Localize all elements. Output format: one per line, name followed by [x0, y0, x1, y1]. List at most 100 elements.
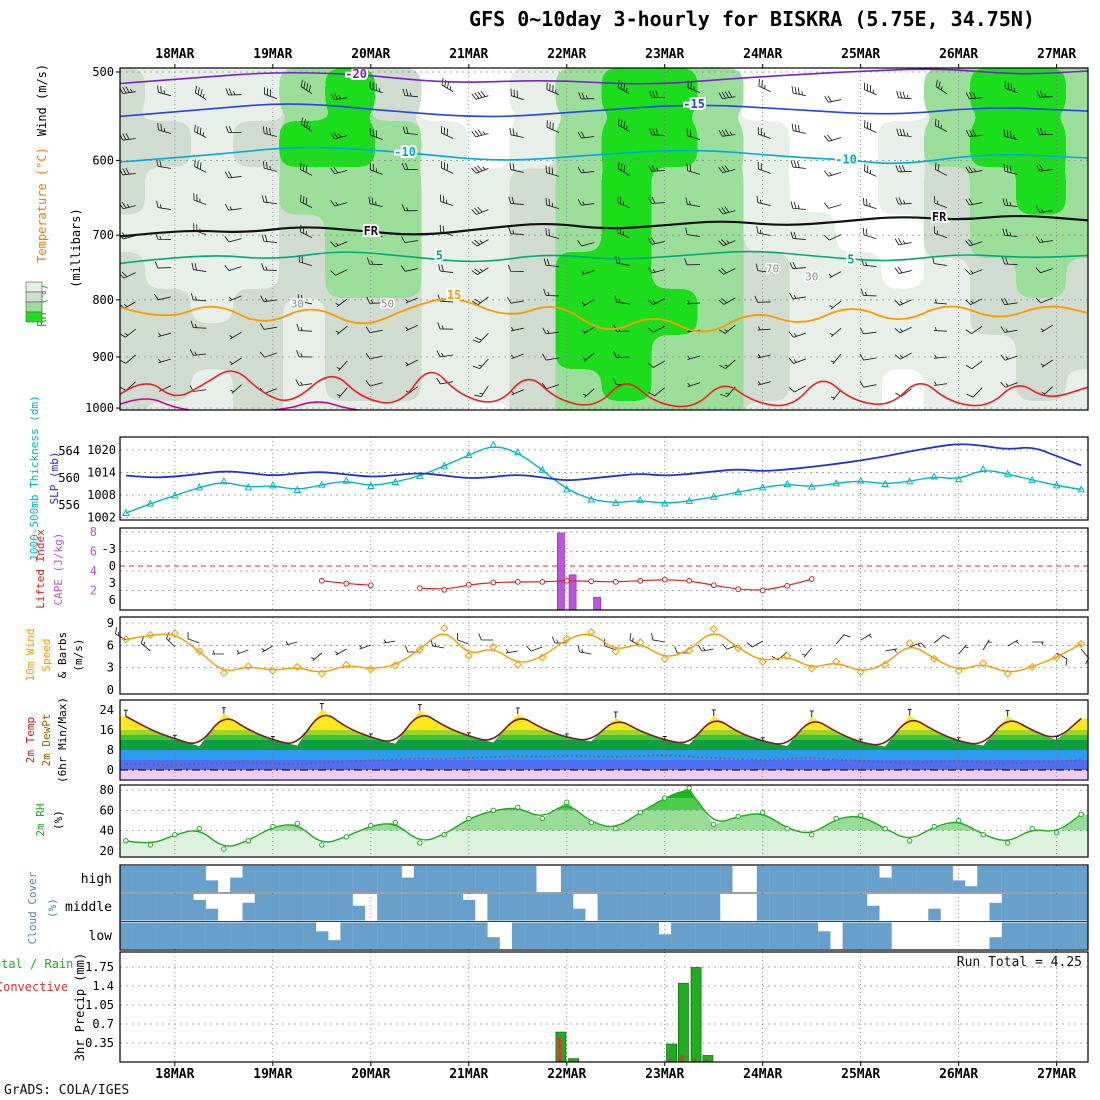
marker-triangle [1077, 485, 1085, 493]
chart-title: GFS 0~10day 3-hourly for BISKRA (5.75E, … [469, 7, 1035, 31]
wind-barb [120, 167, 136, 176]
rh-cell [601, 168, 652, 215]
barb-strokes [647, 360, 665, 368]
wind-barb [790, 201, 806, 211]
wind-barb [965, 91, 983, 100]
barb-strokes [439, 194, 454, 207]
wind-barb [718, 239, 736, 247]
rh-cell [693, 168, 744, 215]
barb-strokes [335, 298, 348, 308]
wind-barb [648, 196, 665, 204]
rh-tick-label: 40 [100, 824, 114, 838]
cloud-block-middle [132, 894, 145, 921]
cloud-block-low [769, 922, 782, 949]
precip-axis-title: 3hr Precip (mm) [73, 953, 87, 1061]
marker-diamond [709, 624, 718, 634]
cloud-block-low [156, 922, 170, 949]
cloud-block-low [169, 922, 182, 949]
wind-barb [965, 129, 983, 137]
wind-barb [718, 324, 736, 334]
cloud-block-low [120, 922, 133, 949]
rh-cell [555, 380, 606, 410]
rh-colorbar-swatch [25, 301, 43, 313]
wind-tick-label: 6 [107, 638, 114, 652]
marker-circle [441, 586, 448, 593]
cloud-block-low [242, 922, 255, 949]
date-label-top: 18MAR [155, 47, 194, 62]
barb-strokes [718, 206, 736, 215]
wind-barb [285, 641, 298, 646]
cloud-block-low [511, 922, 525, 949]
barb-strokes [471, 129, 489, 138]
wind-barb [674, 646, 690, 654]
contour-label: -10 [394, 145, 416, 159]
wind-barb [824, 234, 842, 241]
cloud-block-middle [1038, 894, 1051, 921]
barb-strokes [478, 633, 494, 641]
rh-cell [739, 168, 790, 215]
cloud-block-low [1050, 922, 1064, 949]
temp-line [125, 714, 1082, 746]
barb-strokes [824, 234, 842, 241]
wind-barb [190, 320, 207, 329]
rh-cell [1016, 68, 1066, 114]
cloud-block-middle [634, 894, 647, 921]
date-label-top: 21MAR [449, 47, 488, 62]
wind-barb [788, 385, 807, 393]
barb-strokes [193, 193, 207, 205]
cloud-block-low [328, 940, 341, 949]
wind-barb [261, 263, 277, 272]
cloud-block-high [805, 866, 819, 892]
rh2m-pct-title: (%) [52, 810, 65, 830]
barb-strokes [260, 295, 277, 303]
marker-diamond [587, 627, 596, 637]
barb-strokes [790, 160, 806, 169]
wind-barb [156, 159, 171, 169]
barb-strokes [402, 88, 418, 98]
marker-circle [514, 578, 521, 585]
wind-barb [542, 353, 559, 361]
cloud-block-low [842, 922, 855, 949]
wind-barb [757, 326, 771, 331]
marker-diamond [856, 667, 865, 677]
wind-barb [158, 358, 172, 364]
wind-barb [581, 299, 595, 307]
marker-triangle [881, 479, 890, 487]
barb-strokes [965, 166, 983, 174]
wind-barb [824, 202, 842, 209]
wind-barb [229, 357, 242, 366]
cloud-block-high [720, 866, 733, 892]
cape-tick-label: 4 [90, 564, 97, 578]
cloud-block-middle [805, 894, 819, 921]
barb-strokes [401, 162, 418, 171]
wind-barb [933, 381, 947, 386]
wind-barb [526, 645, 543, 652]
wind-barb [153, 293, 171, 301]
wind-barb [718, 129, 736, 137]
barb-strokes [1002, 228, 1018, 238]
wind-barb [830, 389, 842, 401]
temp-tick-label: 24 [100, 703, 114, 717]
cloud-block-low [475, 922, 488, 949]
cloud-block-middle [1075, 894, 1088, 921]
slp-thickness-frame [119, 436, 1089, 521]
cloud-block-high [695, 866, 708, 892]
upper-air-frame [119, 67, 1089, 411]
wind-barb [686, 128, 701, 140]
barb-strokes [895, 165, 912, 173]
wind-barb [824, 134, 842, 142]
barbs-axis-title: & Barbs [56, 632, 69, 678]
cloud-block-high [879, 877, 892, 892]
cloud-block-low [193, 922, 206, 949]
rh-marker [1078, 811, 1084, 818]
barb-strokes [859, 327, 877, 335]
barb-strokes [934, 162, 948, 176]
cloud-block-high [1050, 866, 1064, 892]
cloud-block-high [867, 866, 880, 892]
barb-strokes [674, 646, 690, 654]
marker-diamond [391, 661, 400, 670]
barb-strokes [369, 162, 383, 175]
wind-barb [581, 326, 595, 335]
marker-diamond [636, 638, 645, 647]
wind-barb [471, 296, 489, 306]
